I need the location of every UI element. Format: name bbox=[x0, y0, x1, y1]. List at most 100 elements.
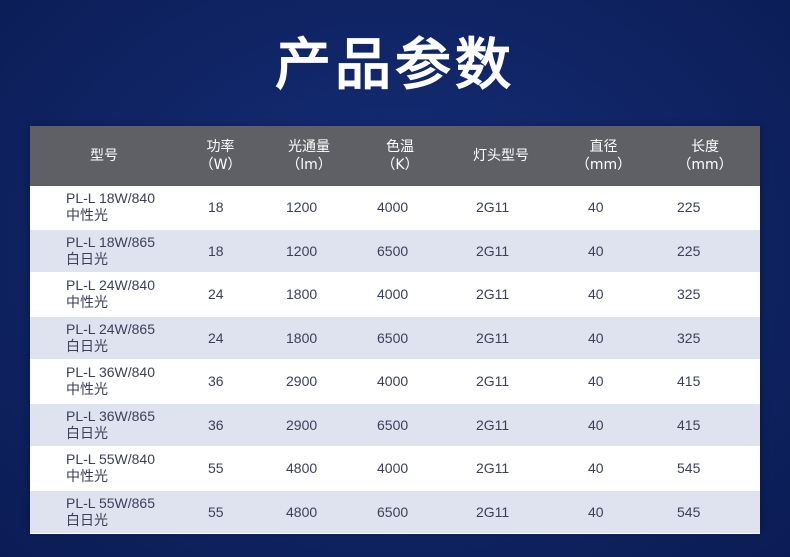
cell-cct: 4000 bbox=[355, 272, 445, 317]
cell-diameter: 40 bbox=[557, 490, 650, 534]
header-diameter: 直径 （mm） bbox=[557, 126, 650, 186]
cell-base: 2G11 bbox=[445, 446, 557, 491]
cell-model: PL-L 24W/840 中性光 bbox=[30, 272, 178, 317]
model-code: PL-L 24W/865 bbox=[66, 320, 155, 337]
cell-power: 36 bbox=[178, 403, 263, 447]
header-label: 长度 bbox=[691, 139, 719, 155]
header-power: 功率 （W） bbox=[178, 126, 263, 186]
cell-power: 18 bbox=[178, 229, 263, 273]
cell-model: PL-L 55W/865 白日光 bbox=[30, 490, 178, 534]
model-desc: 白日光 bbox=[66, 424, 108, 441]
table-header-row: 型号 功率 （W） 光通量 （lm） 色温 （K） 灯头型号 直径 （mm） 长度 （mm… bbox=[30, 126, 760, 186]
table-body: PL-L 18W/840 中性光 18 1200 4000 2G11 40 225… bbox=[30, 186, 760, 534]
spec-table: 型号 功率 （W） 光通量 （lm） 色温 （K） 灯头型号 直径 （mm） 长度 （mm… bbox=[30, 126, 760, 534]
cell-cct: 6500 bbox=[355, 403, 445, 447]
cell-length: 545 bbox=[650, 446, 760, 491]
cell-flux: 2900 bbox=[263, 359, 355, 404]
page-title: 产品参数 bbox=[275, 33, 515, 98]
model-desc: 白日光 bbox=[66, 511, 108, 528]
model-code: PL-L 24W/840 bbox=[66, 277, 155, 294]
cell-power: 18 bbox=[178, 186, 263, 230]
model-desc: 中性光 bbox=[66, 468, 108, 485]
header-label: 灯头型号 bbox=[473, 148, 529, 164]
table-row: PL-L 36W/865 白日光 36 2900 6500 2G11 40 415 bbox=[30, 403, 760, 447]
header-unit: （W） bbox=[199, 157, 242, 173]
cell-base: 2G11 bbox=[445, 403, 557, 447]
cell-model: PL-L 24W/865 白日光 bbox=[30, 316, 178, 360]
cell-cct: 4000 bbox=[355, 186, 445, 230]
cell-model: PL-L 55W/840 中性光 bbox=[30, 446, 178, 491]
cell-model: PL-L 18W/865 白日光 bbox=[30, 229, 178, 273]
model-code: PL-L 18W/840 bbox=[66, 190, 155, 207]
table-row: PL-L 18W/840 中性光 18 1200 4000 2G11 40 225 bbox=[30, 186, 760, 230]
header-length: 长度 （mm） bbox=[650, 126, 760, 186]
cell-power: 36 bbox=[178, 359, 263, 404]
cell-cct: 4000 bbox=[355, 446, 445, 491]
model-desc: 中性光 bbox=[66, 294, 108, 311]
table-row: PL-L 55W/865 白日光 55 4800 6500 2G11 40 545 bbox=[30, 490, 760, 534]
cell-diameter: 40 bbox=[557, 229, 650, 273]
header-base: 灯头型号 bbox=[445, 126, 557, 186]
cell-cct: 6500 bbox=[355, 316, 445, 360]
table-row: PL-L 24W/865 白日光 24 1800 6500 2G11 40 325 bbox=[30, 316, 760, 360]
cell-length: 325 bbox=[650, 272, 760, 317]
cell-length: 545 bbox=[650, 490, 760, 534]
cell-power: 24 bbox=[178, 272, 263, 317]
cell-cct: 6500 bbox=[355, 229, 445, 273]
cell-power: 55 bbox=[178, 490, 263, 534]
header-unit: （mm） bbox=[575, 157, 632, 173]
cell-base: 2G11 bbox=[445, 229, 557, 273]
model-desc: 中性光 bbox=[66, 207, 108, 224]
header-label: 色温 bbox=[386, 139, 414, 155]
cell-flux: 1800 bbox=[263, 316, 355, 360]
cell-length: 415 bbox=[650, 359, 760, 404]
cell-length: 415 bbox=[650, 403, 760, 447]
header-flux: 光通量 （lm） bbox=[263, 126, 355, 186]
header-unit: （mm） bbox=[677, 157, 733, 173]
model-desc: 中性光 bbox=[66, 381, 108, 398]
model-desc: 白日光 bbox=[66, 337, 108, 354]
cell-flux: 2900 bbox=[263, 403, 355, 447]
cell-flux: 4800 bbox=[263, 490, 355, 534]
header-label: 功率 bbox=[206, 139, 235, 155]
model-code: PL-L 55W/840 bbox=[66, 451, 155, 468]
cell-power: 24 bbox=[178, 316, 263, 360]
cell-flux: 1800 bbox=[263, 272, 355, 317]
header-label: 直径 bbox=[589, 139, 618, 155]
cell-flux: 4800 bbox=[263, 446, 355, 491]
header-label: 型号 bbox=[90, 148, 118, 164]
cell-flux: 1200 bbox=[263, 186, 355, 230]
cell-flux: 1200 bbox=[263, 229, 355, 273]
model-code: PL-L 36W/865 bbox=[66, 407, 155, 424]
spec-table-container: 型号 功率 （W） 光通量 （lm） 色温 （K） 灯头型号 直径 （mm） 长度 （mm… bbox=[30, 126, 760, 534]
table-row: PL-L 18W/865 白日光 18 1200 6500 2G11 40 225 bbox=[30, 229, 760, 273]
cell-base: 2G11 bbox=[445, 359, 557, 404]
cell-diameter: 40 bbox=[557, 403, 650, 447]
cell-length: 225 bbox=[650, 229, 760, 273]
cell-cct: 4000 bbox=[355, 359, 445, 404]
cell-length: 325 bbox=[650, 316, 760, 360]
cell-model: PL-L 36W/840 中性光 bbox=[30, 359, 178, 404]
cell-diameter: 40 bbox=[557, 272, 650, 317]
model-code: PL-L 18W/865 bbox=[66, 233, 155, 250]
header-unit: （K） bbox=[381, 157, 419, 173]
cell-base: 2G11 bbox=[445, 186, 557, 230]
cell-diameter: 40 bbox=[557, 446, 650, 491]
cell-cct: 6500 bbox=[355, 490, 445, 534]
cell-base: 2G11 bbox=[445, 272, 557, 317]
cell-model: PL-L 36W/865 白日光 bbox=[30, 403, 178, 447]
cell-base: 2G11 bbox=[445, 316, 557, 360]
cell-length: 225 bbox=[650, 186, 760, 230]
header-unit: （lm） bbox=[286, 157, 332, 173]
table-row: PL-L 36W/840 中性光 36 2900 4000 2G11 40 415 bbox=[30, 359, 760, 404]
table-row: PL-L 55W/840 中性光 55 4800 4000 2G11 40 545 bbox=[30, 446, 760, 491]
cell-base: 2G11 bbox=[445, 490, 557, 534]
model-desc: 白日光 bbox=[66, 250, 108, 267]
header-label: 光通量 bbox=[288, 139, 330, 155]
cell-power: 55 bbox=[178, 446, 263, 491]
table-row: PL-L 24W/840 中性光 24 1800 4000 2G11 40 325 bbox=[30, 272, 760, 317]
cell-model: PL-L 18W/840 中性光 bbox=[30, 186, 178, 230]
model-code: PL-L 55W/865 bbox=[66, 494, 155, 511]
cell-diameter: 40 bbox=[557, 359, 650, 404]
cell-diameter: 40 bbox=[557, 186, 650, 230]
